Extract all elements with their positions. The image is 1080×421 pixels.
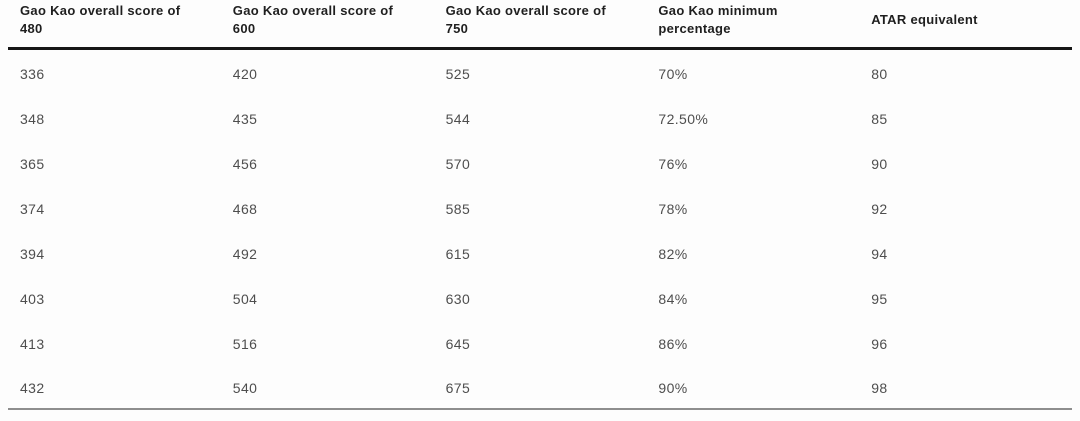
table-cell: 468 (232, 200, 258, 217)
table-cell: 435 (232, 110, 258, 127)
table-cell: 544 (445, 110, 471, 127)
table-cell: 82% (658, 245, 688, 262)
column-header-score-600: Gao Kao overall score of 600 (220, 0, 434, 51)
table-cell: 630 (445, 290, 471, 307)
table-cell: 394 (20, 245, 45, 262)
table-row: 403 504 630 84% 95 (8, 274, 1072, 319)
table-cell: 504 (232, 290, 258, 307)
table-cell: 413 (20, 335, 45, 352)
table-row: 374 468 585 78% 92 (8, 184, 1072, 229)
table-cell: 76% (658, 155, 688, 172)
table-cell: 98 (871, 380, 888, 397)
table-cell: 675 (445, 380, 471, 397)
table-cell: 336 (20, 66, 45, 83)
table-cell: 540 (232, 380, 258, 397)
table-cell: 92 (871, 200, 888, 217)
table-cell: 365 (20, 155, 45, 172)
table-cell: 72.50% (658, 110, 709, 127)
table-cell: 432 (20, 380, 45, 397)
table-cell: 645 (445, 335, 471, 352)
table-row: 365 456 570 76% 90 (8, 139, 1072, 184)
column-header-minimum-percentage: Gao Kao minimum percentage (646, 0, 860, 51)
column-header-score-750: Gao Kao overall score of 750 (433, 0, 647, 51)
table-cell: 78% (658, 200, 688, 217)
table-cell: 70% (658, 66, 688, 83)
table-cell: 96 (871, 335, 888, 352)
table-cell: 456 (232, 155, 258, 172)
table-cell: 516 (232, 335, 258, 352)
table-cell: 90 (871, 155, 888, 172)
header-row: Gao Kao overall score of 480 Gao Kao ove… (8, 0, 1072, 51)
table-cell: 525 (445, 66, 471, 83)
table-cell: 420 (232, 66, 258, 83)
table-cell: 492 (232, 245, 258, 262)
table-cell: 95 (871, 290, 888, 307)
table-row: 432 540 675 90% 98 (8, 364, 1072, 409)
table-cell: 403 (20, 290, 45, 307)
column-header-score-480: Gao Kao overall score of 480 (8, 0, 221, 51)
table-cell: 80 (871, 66, 888, 83)
table-row: 413 516 645 86% 96 (8, 319, 1072, 364)
gaokao-atar-conversion-table: Gao Kao overall score of 480 Gao Kao ove… (8, 0, 1072, 410)
table-cell: 86% (658, 335, 688, 352)
table-cell: 84% (658, 290, 688, 307)
table-row: 336 420 525 70% 80 (8, 49, 1072, 94)
table-cell: 94 (871, 245, 888, 262)
column-header-atar-equivalent: ATAR equivalent (859, 0, 1072, 51)
table-cell: 374 (20, 200, 45, 217)
table-cell: 585 (445, 200, 471, 217)
table-cell: 615 (445, 245, 471, 262)
table-cell: 90% (658, 380, 688, 397)
table-cell: 85 (871, 110, 888, 127)
table-cell: 570 (445, 155, 471, 172)
table-row: 348 435 544 72.50% 85 (8, 94, 1072, 139)
table-row: 394 492 615 82% 94 (8, 229, 1072, 274)
table-cell: 348 (20, 110, 45, 127)
